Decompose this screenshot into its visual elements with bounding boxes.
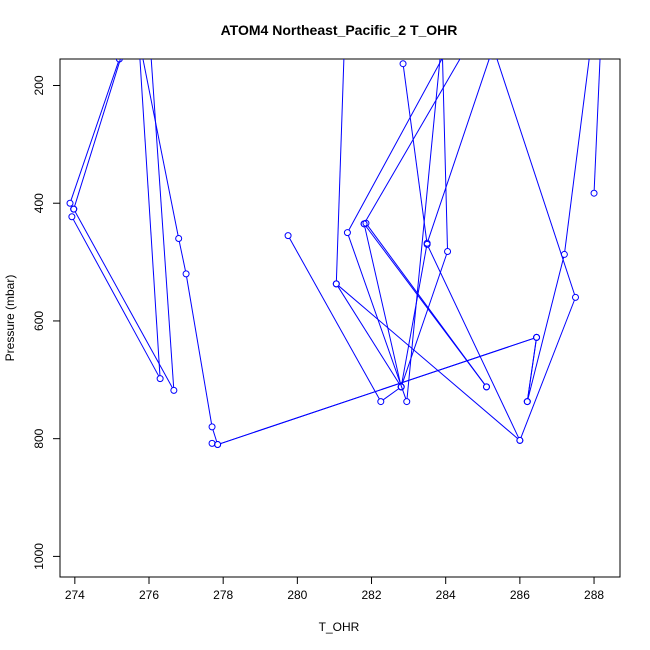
series-segment	[186, 276, 213, 424]
series-segment	[402, 66, 428, 242]
data-point	[208, 423, 216, 431]
data-point	[399, 60, 407, 68]
series-segment	[428, 247, 519, 438]
data-point	[70, 205, 78, 213]
data-point	[156, 375, 164, 383]
series-segment	[520, 300, 575, 438]
series-segment	[72, 219, 160, 377]
series-segment	[150, 59, 175, 388]
series-segment	[496, 59, 575, 295]
series-segment	[348, 59, 443, 231]
series-layer	[66, 6, 604, 449]
y-tick-label: 1000	[32, 543, 46, 570]
data-point	[68, 213, 76, 221]
x-tick-label: 274	[65, 588, 85, 602]
series-segment	[401, 254, 447, 385]
data-point	[66, 199, 74, 207]
data-point	[444, 247, 452, 255]
data-point	[170, 386, 178, 394]
series-segment	[401, 246, 428, 384]
series-segment	[212, 429, 218, 442]
series-4	[70, 24, 178, 394]
series-13	[590, 24, 604, 197]
series-segment	[365, 59, 461, 222]
series-segment	[364, 226, 401, 384]
y-tick-label: 400	[32, 193, 46, 213]
data-point	[343, 6, 349, 12]
data-point	[135, 24, 141, 30]
data-point	[482, 383, 490, 391]
series-segment	[178, 241, 186, 271]
series-segment	[74, 59, 121, 207]
data-point	[590, 189, 598, 197]
data-point	[423, 240, 431, 248]
series-segment	[442, 59, 448, 249]
data-point	[377, 398, 385, 406]
y-axis-label: Pressure (mbar)	[3, 275, 17, 362]
data-point	[360, 220, 368, 228]
series-segment	[593, 59, 601, 191]
y-axis: 200 400 600 800 1000	[32, 75, 61, 570]
data-point	[472, 30, 478, 36]
data-point	[598, 24, 604, 30]
data-point	[487, 35, 493, 41]
x-tick-label: 284	[436, 588, 456, 602]
series-9	[343, 59, 443, 406]
data-point	[208, 439, 216, 447]
data-point	[343, 229, 351, 237]
series-segment	[289, 238, 380, 400]
series-7	[284, 59, 452, 406]
series-segment	[527, 340, 537, 399]
data-point	[533, 333, 541, 341]
series-segment	[139, 59, 161, 376]
data-point	[571, 293, 579, 301]
x-tick-label: 286	[510, 588, 530, 602]
data-point	[131, 12, 137, 18]
series-segment	[142, 59, 179, 236]
series-segment	[348, 235, 407, 399]
series-segment	[367, 225, 485, 385]
data-point	[523, 398, 531, 406]
y-tick-label: 200	[32, 75, 46, 95]
series-segment	[527, 257, 565, 399]
series-segment	[337, 286, 400, 385]
series-segment	[564, 59, 590, 252]
y-tick-label: 800	[32, 428, 46, 448]
x-tick-label: 278	[213, 588, 233, 602]
x-tick-label: 280	[287, 588, 307, 602]
series-segment	[70, 61, 119, 201]
series-segment	[338, 285, 518, 439]
x-axis: 274 276 278 280 282 284 286 288	[65, 576, 604, 602]
data-point	[214, 441, 222, 449]
series-segment	[74, 211, 173, 388]
plot-frame	[59, 58, 621, 578]
series-14	[523, 333, 541, 406]
series-3	[68, 24, 164, 383]
data-point	[146, 24, 152, 30]
data-point	[488, 59, 493, 60]
data-point	[403, 398, 411, 406]
chart-title: ATOM4 Northeast_Pacific_2 T_OHR	[221, 22, 458, 38]
series-segment	[220, 337, 534, 445]
x-axis-label: T_OHR	[319, 620, 360, 634]
series-segment	[383, 388, 399, 401]
series-10	[332, 280, 524, 444]
series-12	[360, 30, 478, 391]
data-point	[397, 383, 405, 391]
data-point	[175, 235, 183, 243]
series-segment	[335, 59, 345, 281]
x-tick-label: 282	[362, 588, 382, 602]
data-point	[284, 232, 292, 240]
y-tick-label: 600	[32, 311, 46, 331]
data-point	[182, 270, 190, 278]
series-8	[399, 35, 579, 444]
data-point	[516, 436, 524, 444]
series-segment	[427, 59, 490, 241]
x-tick-label: 276	[139, 588, 159, 602]
series-segment	[406, 59, 441, 399]
data-point	[332, 280, 340, 288]
x-tick-label: 288	[584, 588, 604, 602]
